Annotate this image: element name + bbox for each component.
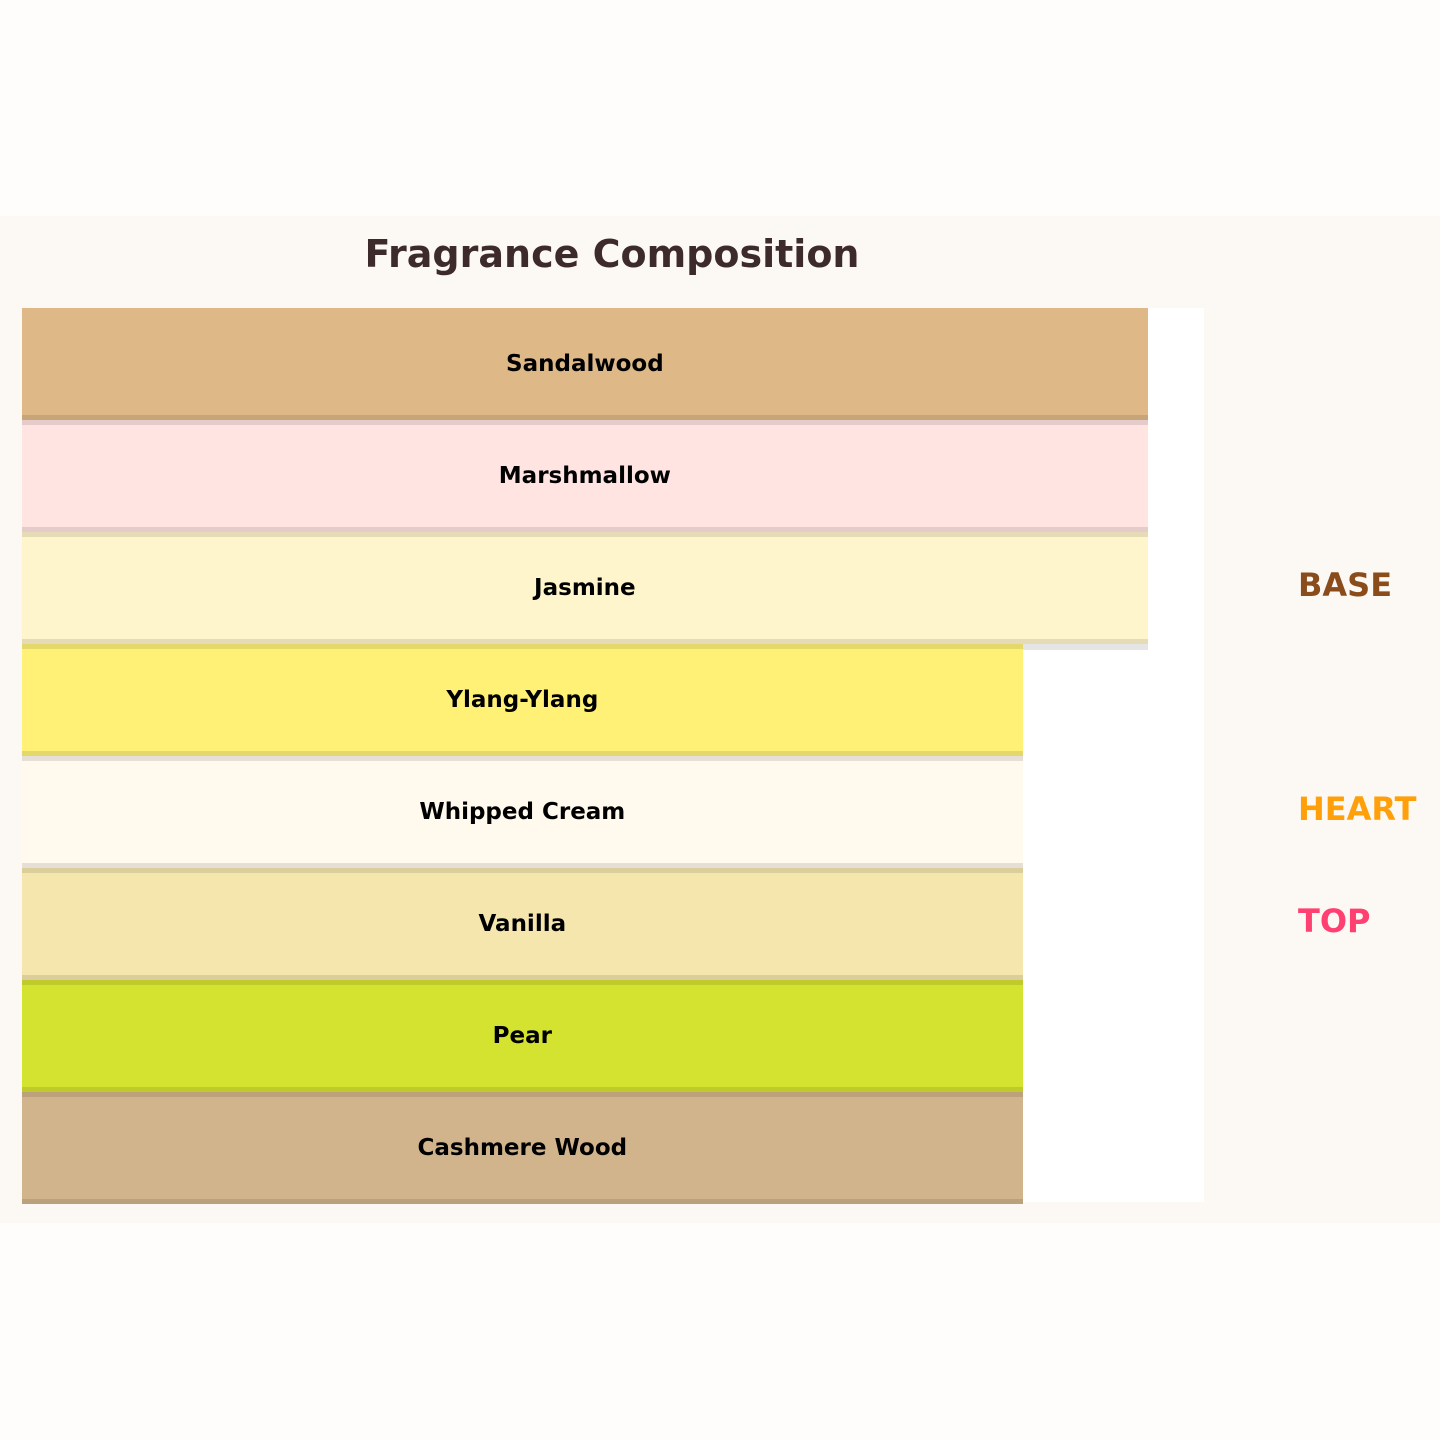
bar-label: Whipped Cream (419, 799, 626, 825)
bar-label: Cashmere Wood (417, 1135, 628, 1161)
bar-label: Pear (492, 1023, 552, 1049)
bar-cashmere-wood: Cashmere Wood (22, 1092, 1023, 1204)
bar-label: Marshmallow (498, 463, 671, 489)
bar-pear: Pear (22, 980, 1023, 1092)
bar-label: Jasmine (534, 575, 636, 601)
bar-label: Vanilla (478, 911, 567, 937)
bar-jasmine: Jasmine (22, 532, 1148, 644)
bar-label: Ylang-Ylang (446, 687, 599, 713)
bar-whipped-cream: Whipped Cream (22, 756, 1023, 868)
bar-label: Sandalwood (506, 351, 664, 377)
layer-label-top: TOP (1298, 902, 1371, 940)
bar-sandalwood: Sandalwood (22, 308, 1148, 420)
bar-vanilla: Vanilla (22, 868, 1023, 980)
layer-label-base: BASE (1298, 566, 1393, 604)
layer-label-heart: HEART (1298, 790, 1417, 828)
bar-ylang-ylang: Ylang-Ylang (22, 644, 1023, 756)
chart-title: Fragrance Composition (364, 232, 860, 276)
plot-area: Sandalwood Marshmallow Jasmine Ylang-Ylang W… (22, 308, 1204, 1204)
bar-marshmallow: Marshmallow (22, 420, 1148, 532)
chart-figure: Fragrance Composition Sandalwood Marshmal… (0, 216, 1440, 1223)
